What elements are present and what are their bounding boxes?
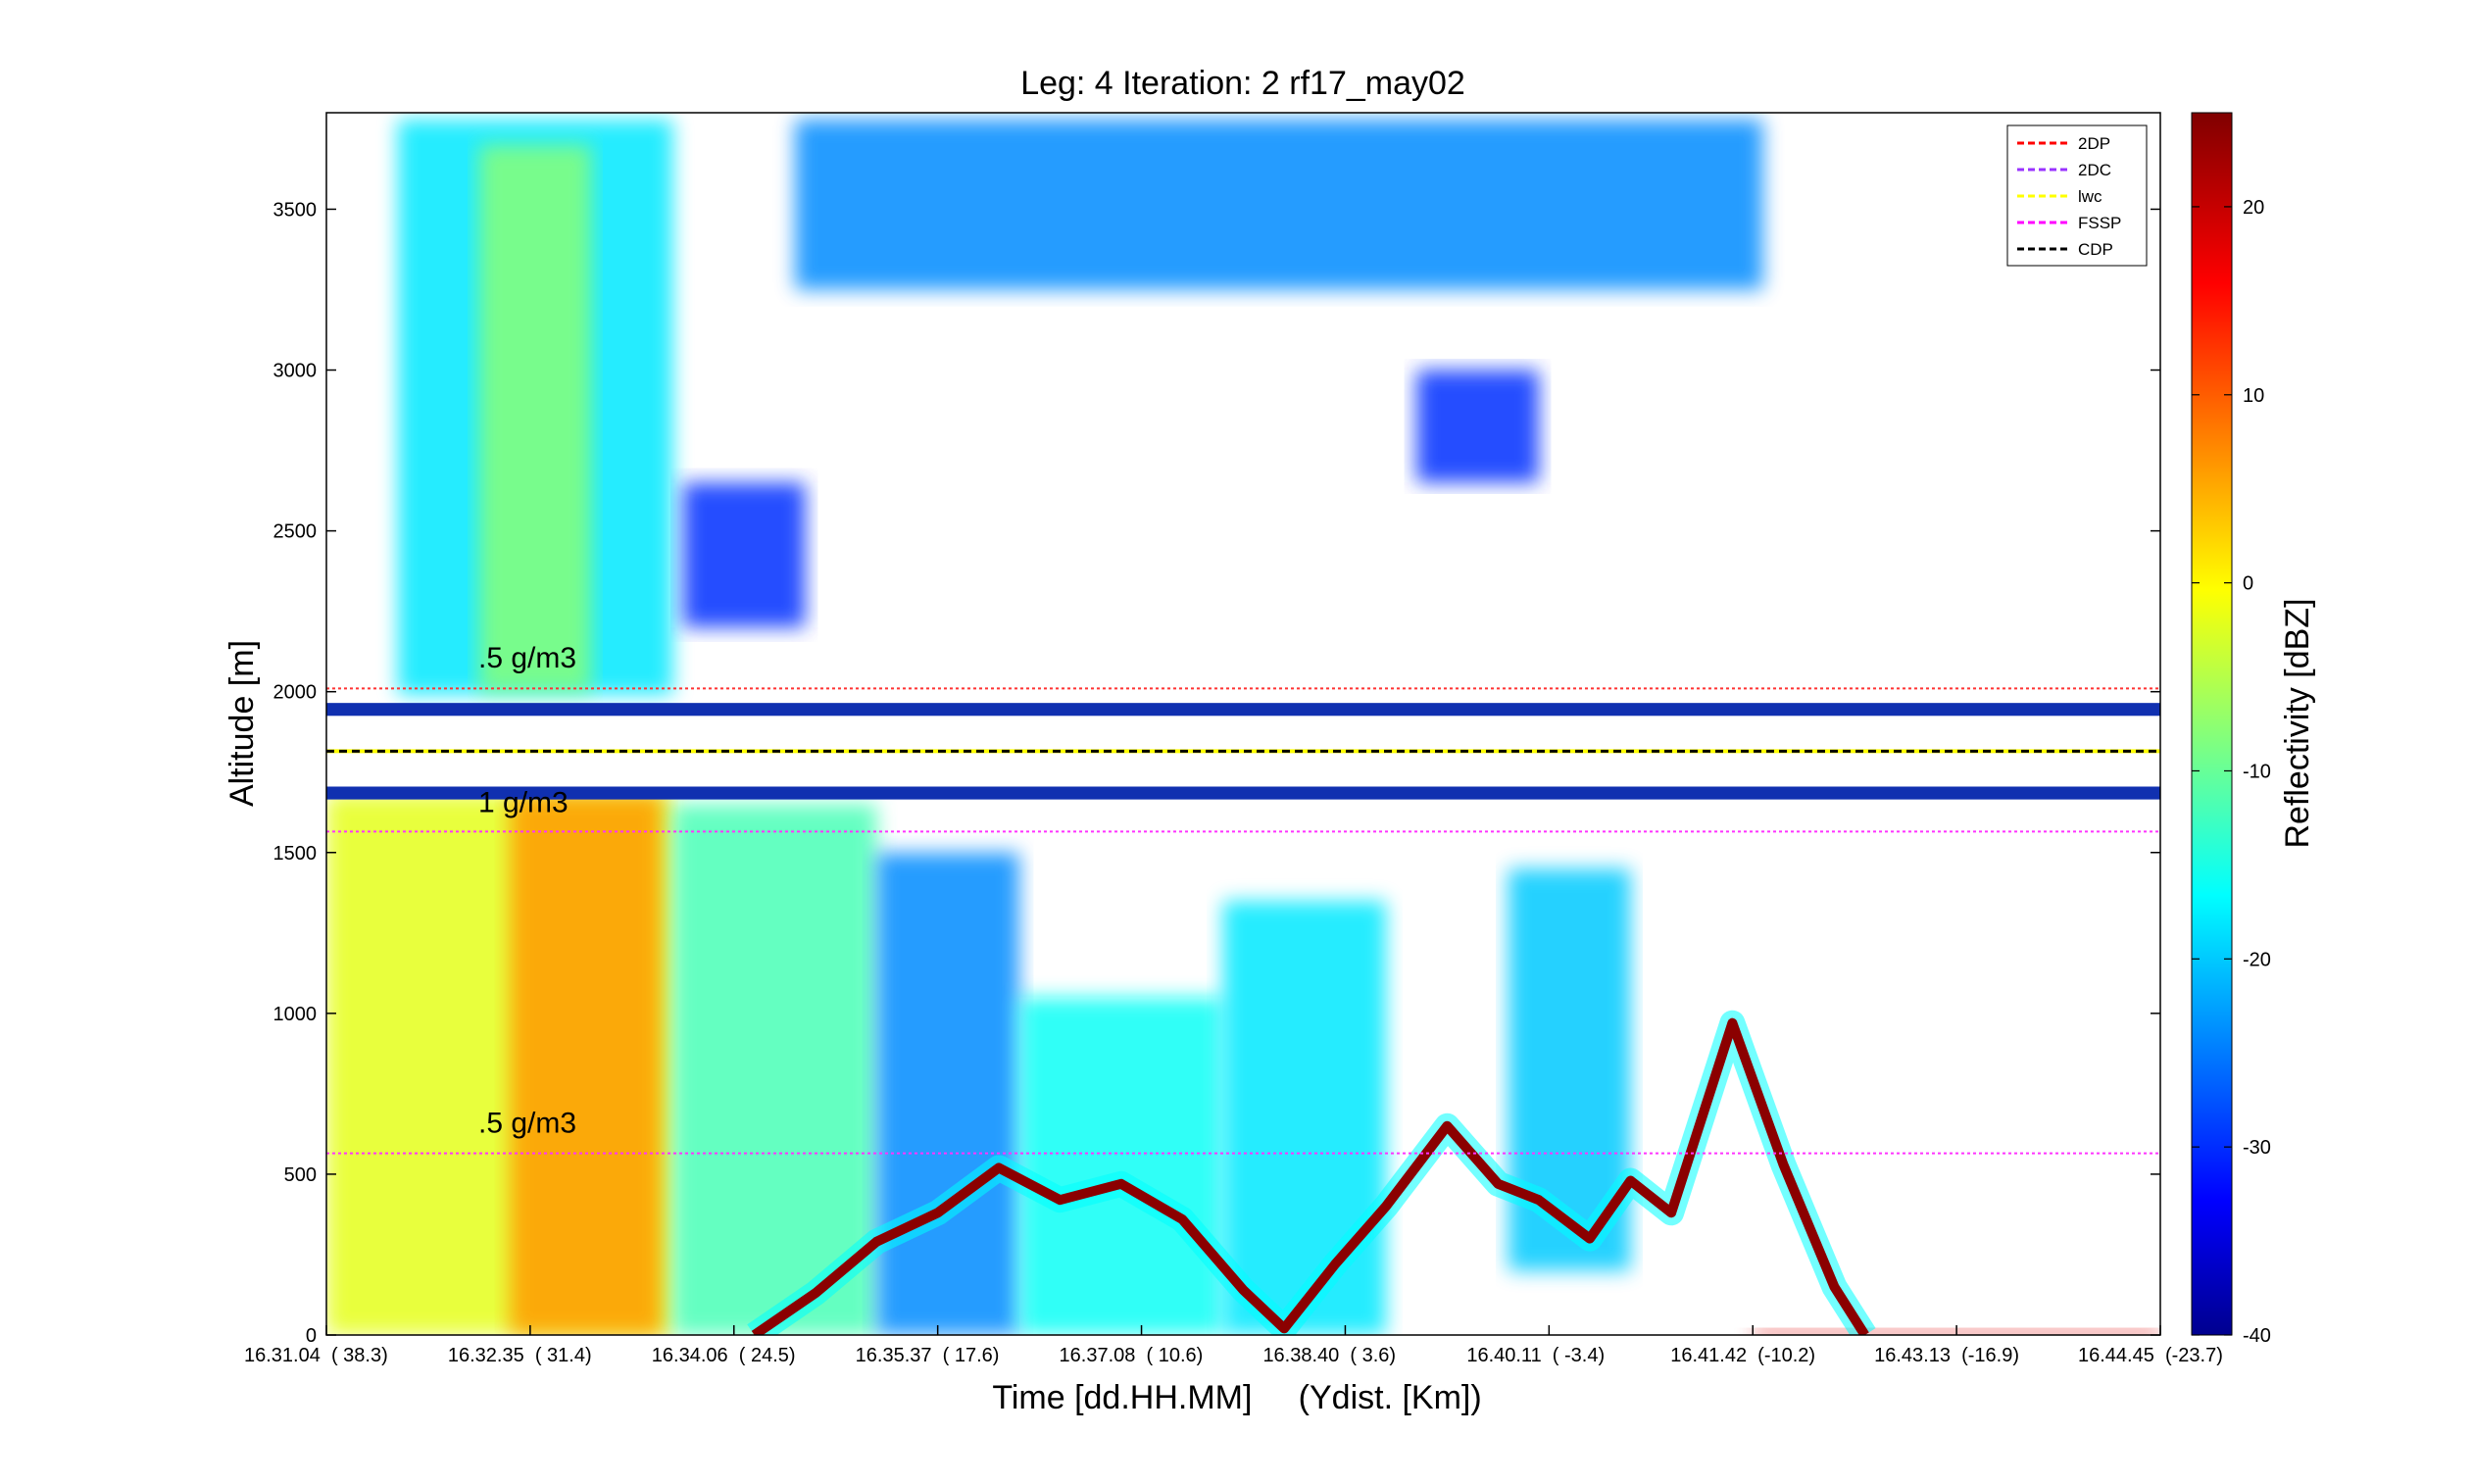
- colorbar: -40 -30 -20 -10 0 10 20 Reflectivity [dBZ]: [2191, 112, 2316, 1347]
- echo-region: [1018, 997, 1223, 1335]
- colorbar-ticks: -40 -30 -20 -10 0 10 20: [2192, 197, 2271, 1347]
- lower-noise-band: [326, 786, 2160, 800]
- legend-label: 2DC: [2078, 161, 2111, 179]
- legend-label: FSSP: [2078, 214, 2121, 232]
- colorbar-tick-label: -40: [2243, 1325, 2271, 1347]
- colorbar-tick-label: -20: [2243, 949, 2271, 970]
- colorbar-tick-label: 20: [2243, 197, 2264, 219]
- plot-frame: [325, 112, 2161, 1336]
- x-tick-label: 16.44.45 (-23.7): [2078, 1345, 2223, 1366]
- y-tick-label: 500: [284, 1164, 317, 1186]
- y-tick-label: 3000: [273, 361, 318, 382]
- upper-noise-band: [326, 703, 2160, 717]
- x-tick-label: 16.31.04 ( 38.3): [244, 1345, 388, 1366]
- echo-region: [672, 804, 877, 1335]
- chart-title: Leg: 4 Iteration: 2 rf17_may02: [1020, 65, 1465, 102]
- lwc-annotation: 1 g/m3: [478, 787, 569, 819]
- x-tick-label: 16.38.40 ( 3.6): [1262, 1345, 1396, 1366]
- colorbar-label: Reflectivity [dBZ]: [2279, 598, 2316, 848]
- colorbar-tick-label: 10: [2243, 385, 2264, 407]
- y-tick-label: 2500: [273, 521, 318, 543]
- x-tick-label: 16.32.35 ( 31.4): [448, 1345, 592, 1366]
- legend-label: CDP: [2078, 240, 2113, 259]
- echo-region: [795, 119, 1763, 290]
- x-tick-label: 16.43.13 (-16.9): [1874, 1345, 2019, 1366]
- legend-label: lwc: [2078, 187, 2102, 206]
- x-tick-label: 16.40.11 ( -3.4): [1466, 1345, 1605, 1366]
- echo-region: [478, 144, 592, 692]
- x-tick-label: 16.41.42 (-10.2): [1670, 1345, 1815, 1366]
- colorbar-gradient: [2191, 112, 2233, 1336]
- plot-area: .5 g/m3 1 g/m3 .5 g/m3 2DP 2DC lwc FSSP CDP: [325, 112, 2161, 1336]
- x-tick-label: 16.37.08 ( 10.6): [1060, 1345, 1204, 1366]
- echo-layer: [326, 119, 2160, 1335]
- y-tick-label: 0: [306, 1325, 317, 1347]
- x-axis-label: Time [dd.HH.MM] (Ydist. [Km]): [992, 1379, 1481, 1416]
- lwc-annotation: .5 g/m3: [478, 1107, 576, 1139]
- y-axis-label: Altitude [m]: [223, 640, 261, 807]
- legend: 2DP 2DC lwc FSSP CDP: [2006, 124, 2148, 267]
- echo-region: [876, 852, 1019, 1335]
- echo-region: [510, 794, 664, 1335]
- y-axis-ticks: 0 500 1000 1500 2000 2500 3000 3500: [273, 199, 2160, 1347]
- x-tick-label: 16.35.37 ( 17.6): [856, 1345, 1000, 1366]
- echo-region: [1222, 900, 1387, 1335]
- y-tick-label: 1000: [273, 1004, 318, 1025]
- colorbar-tick-label: -10: [2243, 761, 2271, 782]
- y-tick-label: 2000: [273, 682, 318, 704]
- colorbar-tick-label: 0: [2243, 573, 2253, 595]
- colorbar-tick-label: -30: [2243, 1137, 2271, 1159]
- legend-label: 2DP: [2078, 134, 2110, 153]
- surface-return: [751, 1017, 1869, 1335]
- y-tick-label: 1500: [273, 843, 318, 865]
- lwc-annotation: .5 g/m3: [478, 642, 576, 674]
- echo-region: [682, 482, 806, 628]
- x-tick-label: 16.34.06 ( 24.5): [652, 1345, 796, 1366]
- y-tick-label: 3500: [273, 199, 318, 221]
- reference-lines: .5 g/m3 1 g/m3 .5 g/m3: [326, 642, 2160, 1155]
- x-axis-ticks: 16.31.04 ( 38.3) 16.32.35 ( 31.4) 16.34.06…: [244, 1325, 2223, 1366]
- echo-region: [1416, 370, 1539, 483]
